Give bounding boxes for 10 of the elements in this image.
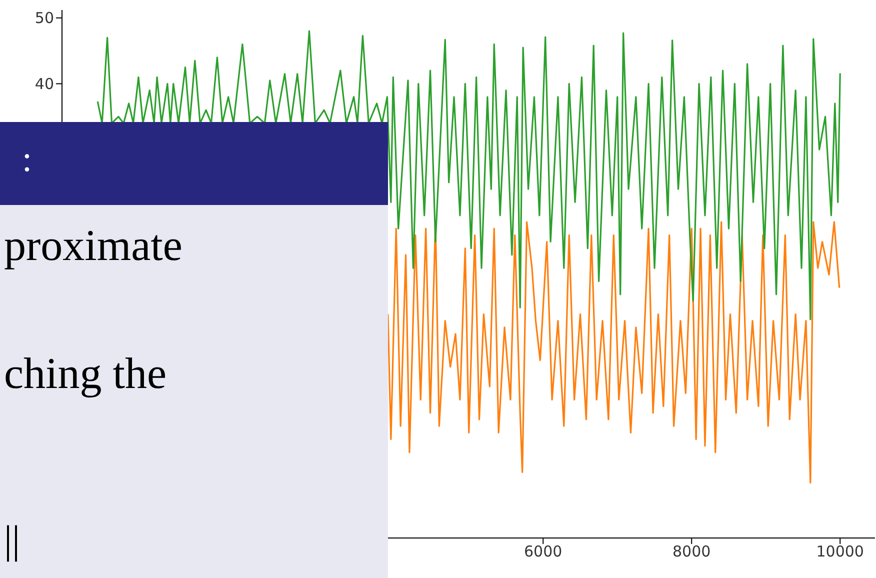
text: || bbox=[4, 517, 20, 562]
annotation: ching the bbox=[4, 349, 167, 398]
y-tick-label: 50 bbox=[34, 9, 54, 28]
x-tick-label: 6000 bbox=[524, 542, 562, 561]
y-tick-label: 40 bbox=[34, 75, 54, 94]
annotation: proximate bbox=[4, 221, 182, 270]
text: : bbox=[22, 139, 32, 180]
x-tick-label: 10000 bbox=[816, 542, 864, 561]
x-tick-label: 8000 bbox=[672, 542, 711, 561]
line-series bbox=[387, 221, 840, 484]
